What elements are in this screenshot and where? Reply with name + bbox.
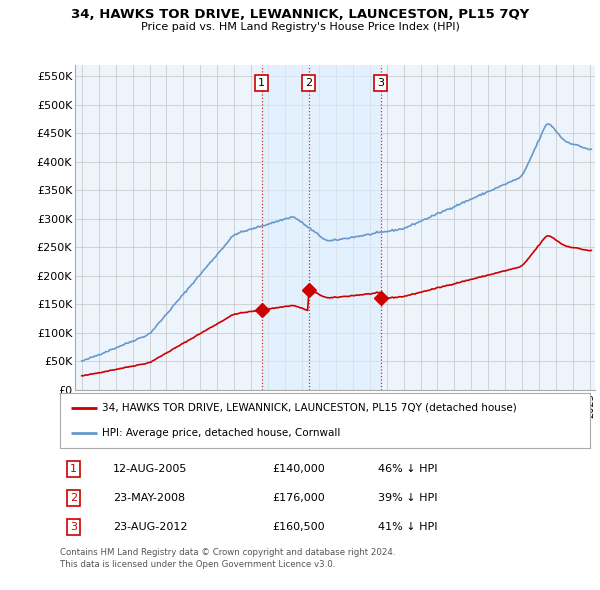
Text: 3: 3 — [377, 78, 384, 88]
Text: £140,000: £140,000 — [272, 464, 325, 474]
Bar — [262, 65, 380, 390]
Text: This data is licensed under the Open Government Licence v3.0.: This data is licensed under the Open Gov… — [60, 560, 335, 569]
Text: 41% ↓ HPI: 41% ↓ HPI — [378, 522, 437, 532]
Text: 34, HAWKS TOR DRIVE, LEWANNICK, LAUNCESTON, PL15 7QY: 34, HAWKS TOR DRIVE, LEWANNICK, LAUNCEST… — [71, 8, 529, 21]
Text: 2: 2 — [70, 493, 77, 503]
Text: 2: 2 — [305, 78, 312, 88]
Text: 12-AUG-2005: 12-AUG-2005 — [113, 464, 187, 474]
Text: £160,500: £160,500 — [272, 522, 325, 532]
Text: 3: 3 — [70, 522, 77, 532]
Text: Price paid vs. HM Land Registry's House Price Index (HPI): Price paid vs. HM Land Registry's House … — [140, 22, 460, 32]
Text: Contains HM Land Registry data © Crown copyright and database right 2024.: Contains HM Land Registry data © Crown c… — [60, 548, 395, 557]
Text: 23-AUG-2012: 23-AUG-2012 — [113, 522, 187, 532]
Text: HPI: Average price, detached house, Cornwall: HPI: Average price, detached house, Corn… — [103, 428, 341, 438]
Text: 46% ↓ HPI: 46% ↓ HPI — [378, 464, 437, 474]
Text: 34, HAWKS TOR DRIVE, LEWANNICK, LAUNCESTON, PL15 7QY (detached house): 34, HAWKS TOR DRIVE, LEWANNICK, LAUNCEST… — [103, 403, 517, 413]
Text: £176,000: £176,000 — [272, 493, 325, 503]
Text: 1: 1 — [70, 464, 77, 474]
Text: 23-MAY-2008: 23-MAY-2008 — [113, 493, 185, 503]
Text: 1: 1 — [258, 78, 265, 88]
Text: 39% ↓ HPI: 39% ↓ HPI — [378, 493, 437, 503]
